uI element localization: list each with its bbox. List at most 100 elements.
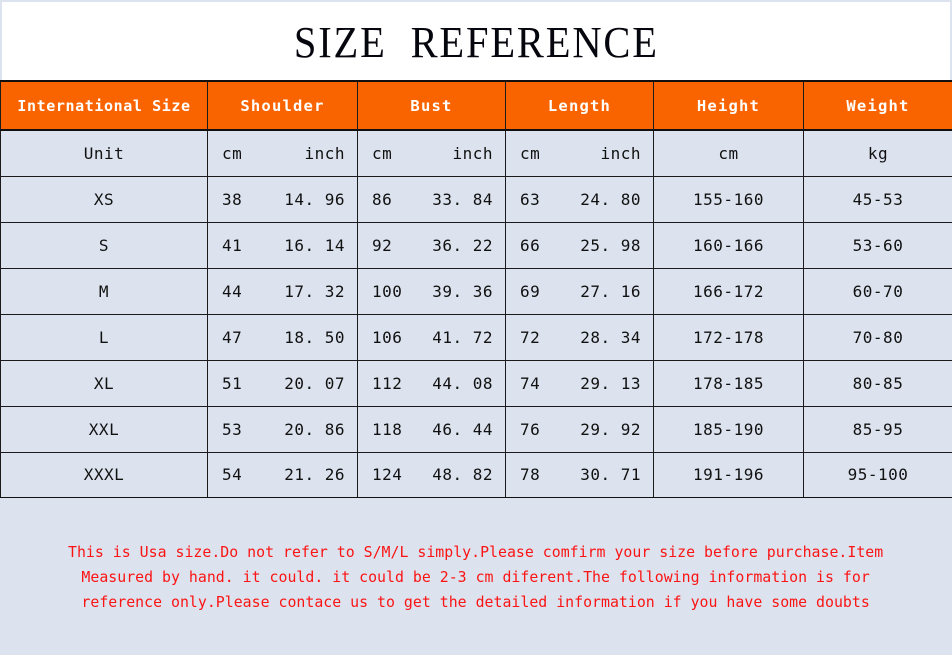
row-height: 155-160 [653,175,804,223]
row-length-inch: 30. 71 [580,465,641,485]
row-bust: 124 48. 82 [357,451,506,499]
row-length: 69 27. 16 [505,267,654,315]
unit-height: cm [653,129,804,177]
row-shoulder-cm: 47 [222,327,243,347]
table-row: XXXL 54 21. 26 124 48. 82 78 [0,451,952,499]
row-bust-cm: 92 [372,235,393,255]
row-shoulder: 38 14. 96 [207,175,358,223]
row-length: 74 29. 13 [505,359,654,407]
row-bust-inch: 39. 36 [432,281,493,301]
disclaimer-note: This is Usa size.Do not refer to S/M/L s… [0,498,952,655]
row-shoulder-inch: 16. 14 [284,235,345,255]
row-shoulder: 44 17. 32 [207,267,358,315]
row-weight: 45-53 [803,175,952,223]
row-shoulder-cm: 51 [222,373,243,393]
row-bust-cm: 106 [372,327,403,347]
row-bust-inch: 41. 72 [432,327,493,347]
table-row: S 41 16. 14 92 36. 22 66 25. [0,221,952,269]
row-shoulder: 51 20. 07 [207,359,358,407]
row-length: 76 29. 92 [505,405,654,453]
row-length-inch: 27. 16 [580,281,641,301]
row-bust-cm: 100 [372,281,403,301]
row-weight: 80-85 [803,359,952,407]
row-shoulder-inch: 17. 32 [284,281,345,301]
row-length-cm: 78 [520,465,541,485]
row-size-label: L [0,313,208,361]
row-shoulder-inch: 20. 86 [284,419,345,439]
disclaimer-line-3: reference only.Please contace us to get … [81,593,871,611]
row-shoulder: 53 20. 86 [207,405,358,453]
disclaimer-line-1: This is Usa size.Do not refer to S/M/L s… [68,543,884,561]
row-bust-inch: 46. 44 [432,419,493,439]
column-header-height: Height [653,80,804,131]
table-row: L 47 18. 50 106 41. 72 72 28 [0,313,952,361]
row-weight: 53-60 [803,221,952,269]
row-height: 166-172 [653,267,804,315]
column-header-weight: Weight [803,80,952,131]
row-weight: 95-100 [803,451,952,499]
row-length-cm: 69 [520,281,541,301]
row-shoulder-inch: 21. 26 [284,465,345,485]
row-length-cm: 74 [520,373,541,393]
row-shoulder-cm: 54 [222,465,243,485]
row-bust-cm: 118 [372,419,403,439]
row-bust-cm: 86 [372,189,393,209]
row-shoulder-cm: 41 [222,235,243,255]
row-length: 66 25. 98 [505,221,654,269]
row-weight: 70-80 [803,313,952,361]
row-bust-inch: 33. 84 [432,189,493,209]
row-length-cm: 76 [520,419,541,439]
row-weight: 60-70 [803,267,952,315]
row-bust-inch: 48. 82 [432,465,493,485]
table-row: XXL 53 20. 86 118 46. 44 76 [0,405,952,453]
row-length-inch: 24. 80 [580,189,641,209]
row-shoulder: 47 18. 50 [207,313,358,361]
row-length-cm: 63 [520,189,541,209]
row-weight: 85-95 [803,405,952,453]
row-bust: 106 41. 72 [357,313,506,361]
column-header-length: Length [505,80,654,131]
table-row-unit: Unit cm inch cm inch cm inch [0,129,952,177]
row-bust-cm: 124 [372,465,403,485]
row-height: 178-185 [653,359,804,407]
row-bust: 86 33. 84 [357,175,506,223]
unit-bust-cm: cm [372,143,393,163]
row-bust-cm: 112 [372,373,403,393]
row-shoulder: 54 21. 26 [207,451,358,499]
unit-bust: cm inch [357,129,506,177]
row-length: 72 28. 34 [505,313,654,361]
row-length-inch: 25. 98 [580,235,641,255]
row-bust: 92 36. 22 [357,221,506,269]
row-length-cm: 66 [520,235,541,255]
page-title: SIZE REFERENCE [293,18,659,67]
table-row: M 44 17. 32 100 39. 36 69 27 [0,267,952,315]
row-length-inch: 28. 34 [580,327,641,347]
column-header-bust: Bust [357,80,506,131]
row-size-label: XXL [0,405,208,453]
row-bust-inch: 44. 08 [432,373,493,393]
row-shoulder-cm: 38 [222,189,243,209]
row-size-label: M [0,267,208,315]
row-height: 160-166 [653,221,804,269]
row-height: 191-196 [653,451,804,499]
unit-length-cm: cm [520,143,541,163]
row-size-label: XXXL [0,451,208,499]
row-bust-inch: 36. 22 [432,235,493,255]
row-bust: 100 39. 36 [357,267,506,315]
row-length-inch: 29. 13 [580,373,641,393]
row-shoulder-inch: 14. 96 [284,189,345,209]
row-length-cm: 72 [520,327,541,347]
row-size-label: S [0,221,208,269]
table-row: XS 38 14. 96 86 33. 84 63 24 [0,175,952,223]
row-height: 172-178 [653,313,804,361]
row-shoulder-cm: 44 [222,281,243,301]
table-header-row: International Size Shoulder Bust Length … [0,80,952,131]
column-header-international-size: International Size [0,80,208,131]
unit-shoulder-cm: cm [222,143,243,163]
row-length-inch: 29. 92 [580,419,641,439]
row-shoulder: 41 16. 14 [207,221,358,269]
row-size-label: XS [0,175,208,223]
row-shoulder-cm: 53 [222,419,243,439]
unit-bust-inch: inch [452,143,493,163]
